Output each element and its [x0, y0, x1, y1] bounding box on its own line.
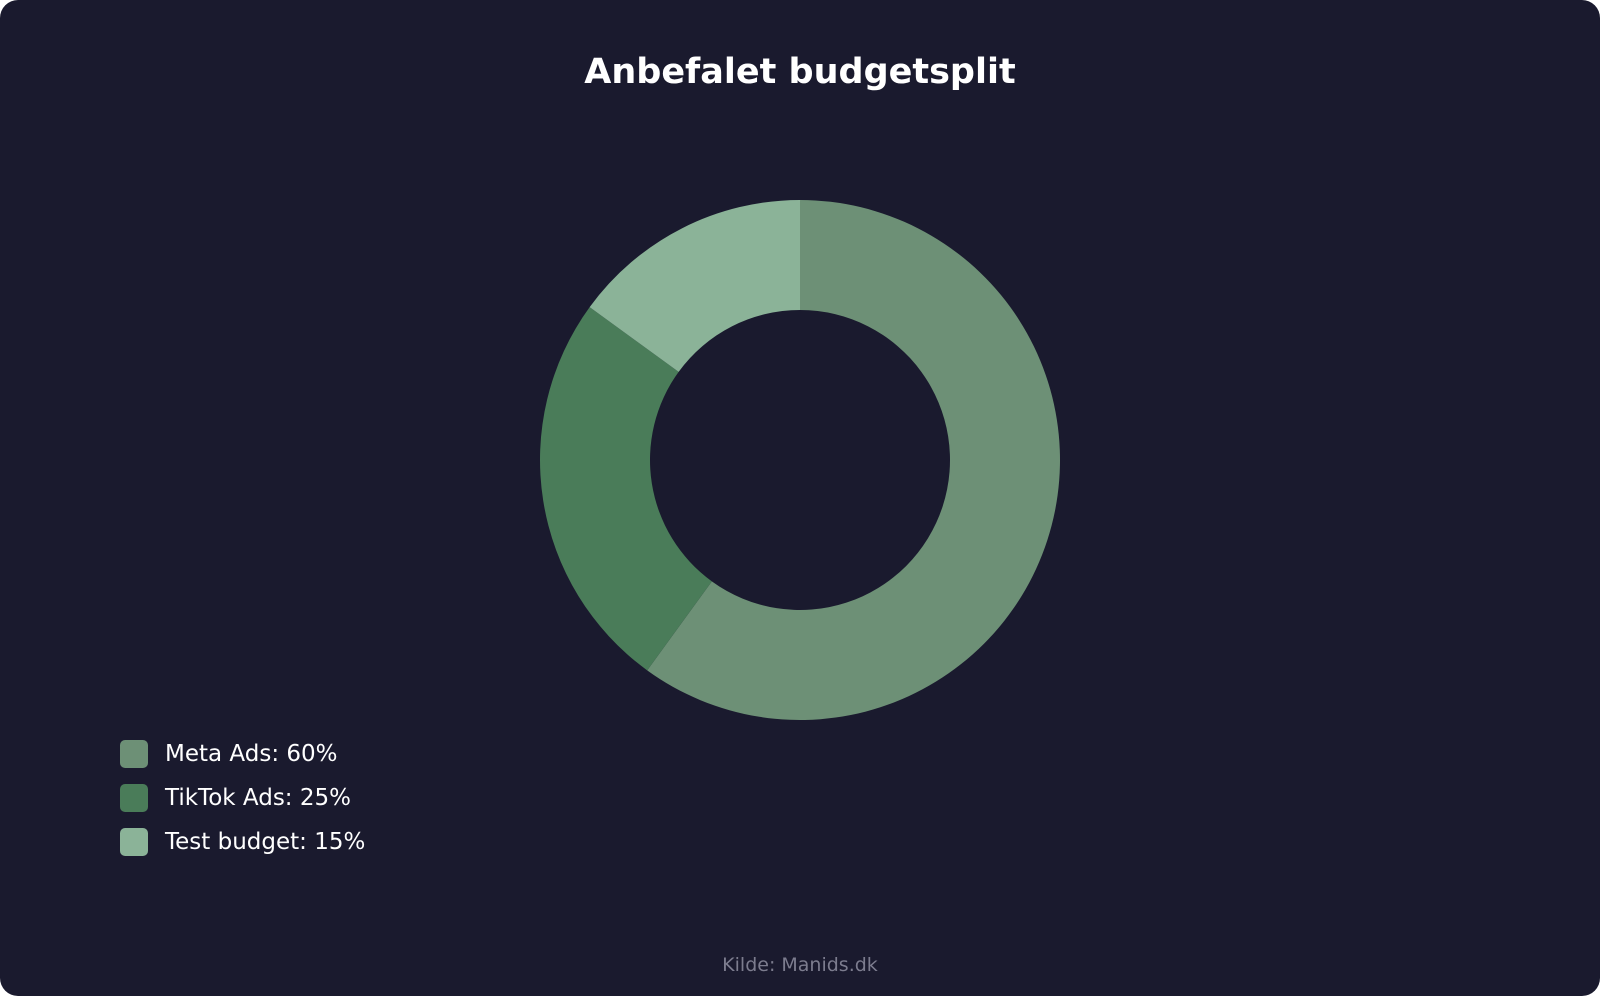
legend-item-meta-ads[interactable]: Meta Ads: 60%: [120, 740, 365, 768]
donut-slice-test-budget[interactable]: [589, 200, 800, 372]
legend-swatch-tiktok-ads: [120, 784, 148, 812]
chart-legend: Meta Ads: 60% TikTok Ads: 25% Test budge…: [120, 740, 365, 856]
legend-item-test-budget[interactable]: Test budget: 15%: [120, 828, 365, 856]
legend-swatch-meta-ads: [120, 740, 148, 768]
legend-swatch-test-budget: [120, 828, 148, 856]
legend-item-tiktok-ads[interactable]: TikTok Ads: 25%: [120, 784, 365, 812]
legend-label-test-budget: Test budget: 15%: [165, 829, 366, 855]
legend-label-tiktok-ads: TikTok Ads: 25%: [165, 785, 351, 811]
donut-slice-tiktok-ads[interactable]: [540, 307, 712, 671]
donut-slice-meta-ads[interactable]: [647, 200, 1060, 721]
chart-title: Anbefalet budgetsplit: [584, 52, 1016, 92]
source-note: Kilde: Manids.dk: [722, 954, 878, 976]
legend-label-meta-ads: Meta Ads: 60%: [165, 741, 338, 767]
